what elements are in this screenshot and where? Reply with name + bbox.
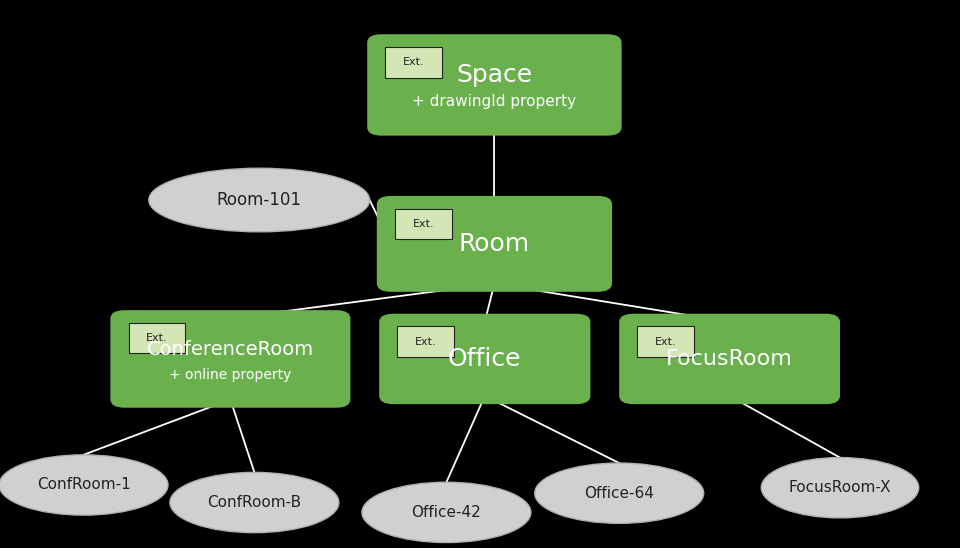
FancyBboxPatch shape bbox=[637, 327, 694, 357]
Ellipse shape bbox=[362, 482, 531, 543]
FancyBboxPatch shape bbox=[129, 323, 185, 353]
Ellipse shape bbox=[149, 168, 370, 232]
FancyBboxPatch shape bbox=[385, 47, 442, 78]
Text: FocusRoom: FocusRoom bbox=[666, 349, 793, 369]
Text: Ext.: Ext. bbox=[655, 336, 677, 347]
Text: Office-64: Office-64 bbox=[585, 486, 654, 501]
FancyBboxPatch shape bbox=[110, 310, 350, 408]
FancyBboxPatch shape bbox=[367, 34, 621, 136]
Text: Ext.: Ext. bbox=[403, 57, 424, 67]
Text: Ext.: Ext. bbox=[146, 333, 168, 343]
Text: ConferenceRoom: ConferenceRoom bbox=[147, 340, 314, 358]
Text: Ext.: Ext. bbox=[415, 336, 437, 347]
FancyBboxPatch shape bbox=[619, 313, 840, 404]
Ellipse shape bbox=[0, 455, 168, 515]
Text: Office-42: Office-42 bbox=[412, 505, 481, 520]
Text: + online property: + online property bbox=[169, 368, 292, 383]
Ellipse shape bbox=[170, 472, 339, 533]
FancyBboxPatch shape bbox=[397, 327, 454, 357]
Text: FocusRoom-X: FocusRoom-X bbox=[789, 480, 891, 495]
FancyBboxPatch shape bbox=[376, 196, 612, 292]
Text: ConfRoom-B: ConfRoom-B bbox=[207, 495, 301, 510]
Text: + drawingId property: + drawingId property bbox=[413, 94, 576, 109]
Text: Room: Room bbox=[459, 232, 530, 256]
FancyBboxPatch shape bbox=[396, 209, 451, 239]
FancyBboxPatch shape bbox=[379, 313, 590, 404]
Text: Ext.: Ext. bbox=[413, 219, 434, 229]
Text: Space: Space bbox=[456, 63, 533, 87]
Ellipse shape bbox=[535, 463, 704, 523]
Text: ConfRoom-1: ConfRoom-1 bbox=[36, 477, 131, 493]
Text: Room-101: Room-101 bbox=[217, 191, 301, 209]
Ellipse shape bbox=[761, 458, 919, 518]
Text: Office: Office bbox=[448, 347, 521, 371]
